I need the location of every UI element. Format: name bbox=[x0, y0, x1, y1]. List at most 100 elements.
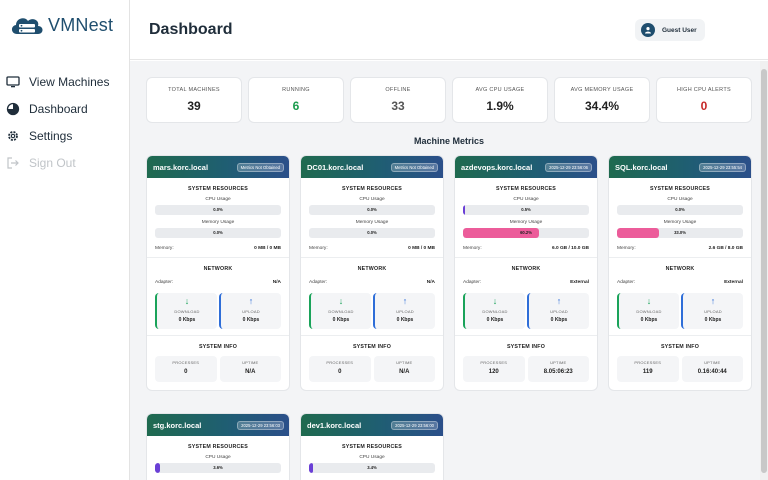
machine-card-header: azdevops.korc.local 2025-12-29 23:56:06 bbox=[455, 156, 597, 178]
memory-label: Memory: bbox=[463, 246, 482, 251]
cpu-usage-bar: 3.6% bbox=[155, 463, 281, 473]
stat-label: OFFLINE bbox=[385, 87, 411, 93]
divider bbox=[147, 257, 289, 258]
upload-label: UPLOAD bbox=[396, 309, 414, 314]
divider bbox=[147, 335, 289, 336]
app-logo[interactable]: VMNest bbox=[8, 12, 113, 38]
monitor-icon bbox=[6, 75, 20, 89]
machine-card[interactable]: dev1.korc.local 2025-12-29 23:56:00 SYST… bbox=[300, 413, 444, 480]
sidebar-item-sign-out[interactable]: Sign Out bbox=[0, 149, 130, 176]
stat-value: 6 bbox=[292, 99, 300, 113]
cpu-usage-label: CPU Usage bbox=[205, 455, 231, 460]
uptime-box: UPTIME 0.16:40:44 bbox=[681, 356, 743, 382]
metrics-status-badge: Metrics Not Obtained bbox=[390, 162, 438, 172]
arrow-down-icon: ↓ bbox=[184, 296, 190, 306]
machine-card[interactable]: SQL.korc.local 2025-12-29 23:55:54 SYSTE… bbox=[608, 155, 752, 391]
sidebar-item-label: Dashboard bbox=[29, 101, 88, 116]
cpu-usage-label: CPU Usage bbox=[205, 197, 231, 202]
cpu-bar-text: 0.0% bbox=[367, 207, 377, 212]
processes-value: 0 bbox=[338, 369, 342, 375]
machine-card[interactable]: azdevops.korc.local 2025-12-29 23:56:06 … bbox=[454, 155, 598, 391]
memory-label: Memory: bbox=[309, 246, 328, 251]
machine-name: azdevops.korc.local bbox=[461, 162, 533, 172]
stat-offline: OFFLINE 33 bbox=[350, 77, 446, 123]
cpu-bar-text: 3.6% bbox=[213, 465, 223, 470]
memory-value: 0 MB / 0 MB bbox=[408, 246, 435, 251]
stat-value: 1.9% bbox=[486, 99, 514, 113]
stat-label: AVG MEMORY USAGE bbox=[570, 87, 634, 93]
adapter-value: External bbox=[570, 280, 589, 285]
scrollbar-thumb[interactable] bbox=[761, 69, 767, 473]
memory-label: Memory: bbox=[155, 246, 174, 251]
cpu-usage-label: CPU Usage bbox=[513, 197, 539, 202]
machine-name: SQL.korc.local bbox=[615, 162, 668, 172]
download-label: DOWNLOAD bbox=[482, 309, 508, 314]
download-value: 0 Kbps bbox=[178, 317, 196, 323]
upload-label: UPLOAD bbox=[550, 309, 568, 314]
machine-card[interactable]: mars.korc.local Metrics Not Obtained SYS… bbox=[146, 155, 290, 391]
machine-name: DC01.korc.local bbox=[307, 162, 364, 172]
machine-card[interactable]: DC01.korc.local Metrics Not Obtained SYS… bbox=[300, 155, 444, 391]
sign-out-icon bbox=[6, 156, 20, 170]
memory-label: Memory: bbox=[617, 246, 636, 251]
uptime-label: UPTIME bbox=[550, 360, 567, 365]
section-heading: SYSTEM RESOURCES bbox=[187, 186, 248, 192]
download-label: DOWNLOAD bbox=[174, 309, 200, 314]
divider bbox=[301, 335, 443, 336]
processes-label: PROCESSES bbox=[480, 360, 508, 365]
section-title: Machine Metrics bbox=[413, 136, 485, 146]
sidebar: VMNest View Machines Dashboard Settings … bbox=[0, 0, 130, 480]
memory-value: 6.0 GB / 10.0 GB bbox=[551, 246, 589, 251]
sidebar-item-view-machines[interactable]: View Machines bbox=[0, 68, 130, 95]
metrics-status-badge: Metrics Not Obtained bbox=[236, 162, 284, 172]
download-label: DOWNLOAD bbox=[636, 309, 662, 314]
section-heading: SYSTEM INFO bbox=[352, 344, 392, 350]
system-info: PROCESSES 0 UPTIME N/A bbox=[309, 356, 435, 382]
user-name: Guest User bbox=[662, 26, 697, 34]
cpu-bar-fill bbox=[155, 463, 160, 473]
scrollbar[interactable] bbox=[760, 61, 768, 480]
sidebar-item-label: View Machines bbox=[29, 74, 110, 89]
download-value: 0 Kbps bbox=[486, 317, 504, 323]
user-menu[interactable]: Guest User bbox=[635, 19, 705, 41]
memory-bar-text: 60.2% bbox=[520, 230, 532, 235]
cpu-usage-label: CPU Usage bbox=[359, 455, 385, 460]
arrow-down-icon: ↓ bbox=[492, 296, 498, 306]
memory-usage-label: Memory Usage bbox=[663, 220, 697, 225]
uptime-label: UPTIME bbox=[704, 360, 721, 365]
processes-value: 0 bbox=[184, 369, 188, 375]
processes-label: PROCESSES bbox=[634, 360, 662, 365]
adapter-value: N/A bbox=[272, 280, 281, 285]
machine-card-header: mars.korc.local Metrics Not Obtained bbox=[147, 156, 289, 178]
stat-total-machines: TOTAL MACHINES 39 bbox=[146, 77, 242, 123]
machine-card[interactable]: stg.korc.local 2025-12-29 23:56:03 SYSTE… bbox=[146, 413, 290, 480]
upload-value: 0 Kbps bbox=[550, 317, 568, 323]
adapter-value: External bbox=[724, 280, 743, 285]
stat-value: 33 bbox=[391, 99, 405, 113]
adapter-row: Adapter: External bbox=[463, 280, 589, 285]
processes-box: PROCESSES 120 bbox=[463, 356, 525, 382]
stat-label: TOTAL MACHINES bbox=[168, 87, 220, 93]
page-title: Dashboard bbox=[149, 21, 233, 38]
download-box: ↓ DOWNLOAD 0 Kbps bbox=[463, 293, 525, 329]
memory-bar-text: 0.0% bbox=[367, 230, 377, 235]
memory-bar-fill bbox=[617, 228, 659, 238]
arrow-up-icon: ↑ bbox=[402, 296, 408, 306]
machine-card-header: stg.korc.local 2025-12-29 23:56:03 bbox=[147, 414, 289, 436]
divider bbox=[455, 257, 597, 258]
divider bbox=[609, 257, 751, 258]
system-info: PROCESSES 120 UPTIME 8.05:06:23 bbox=[463, 356, 589, 382]
uptime-label: UPTIME bbox=[396, 360, 413, 365]
network-traffic: ↓ DOWNLOAD 0 Kbps ↑ UPLOAD 0 Kbps bbox=[309, 293, 435, 329]
memory-bar-text: 0.0% bbox=[213, 230, 223, 235]
sidebar-item-settings[interactable]: Settings bbox=[0, 122, 130, 149]
metrics-timestamp-badge: 2025-12-29 23:55:54 bbox=[699, 162, 746, 172]
section-heading: SYSTEM INFO bbox=[660, 344, 700, 350]
adapter-value: N/A bbox=[426, 280, 435, 285]
memory-bar-text: 33.0% bbox=[674, 230, 686, 235]
section-heading: NETWORK bbox=[665, 266, 695, 272]
sidebar-item-dashboard[interactable]: Dashboard bbox=[0, 95, 130, 122]
upload-box: ↑ UPLOAD 0 Kbps bbox=[681, 293, 743, 329]
uptime-box: UPTIME 8.05:06:23 bbox=[527, 356, 589, 382]
cpu-usage-bar: 3.4% bbox=[309, 463, 435, 473]
